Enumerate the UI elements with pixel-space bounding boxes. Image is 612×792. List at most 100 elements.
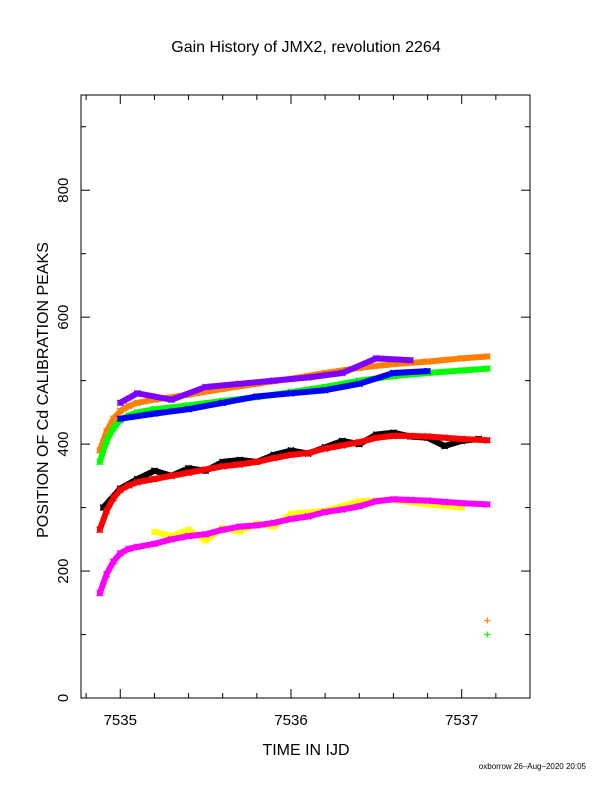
data-point — [185, 469, 193, 477]
data-point — [424, 367, 432, 375]
data-point — [338, 369, 346, 377]
data-point — [304, 373, 312, 381]
data-point — [424, 497, 432, 505]
y-tick-label: 600 — [55, 305, 72, 330]
data-point — [103, 570, 111, 578]
plus-marker — [484, 617, 491, 624]
series-trace — [117, 355, 414, 406]
data-point — [270, 454, 278, 462]
data-point — [483, 500, 491, 508]
data-point — [133, 543, 141, 551]
data-point — [372, 434, 380, 442]
data-point — [219, 462, 227, 470]
data-point — [253, 521, 261, 529]
data-point — [167, 472, 176, 480]
x-tick-label: 7536 — [274, 712, 307, 729]
data-point — [125, 481, 133, 489]
data-point — [116, 486, 124, 494]
data-point — [150, 467, 158, 475]
data-point — [270, 519, 278, 527]
data-point — [202, 537, 210, 545]
data-point — [253, 392, 261, 401]
data-point — [116, 407, 124, 415]
x-axis-label: TIME IN IJD — [262, 742, 349, 759]
series-trace — [96, 496, 491, 597]
data-point — [150, 540, 158, 548]
data-point — [483, 436, 491, 444]
plot-frame — [80, 94, 531, 699]
chart-title: Gain History of JMX2, revolution 2264 — [171, 39, 441, 56]
data-point — [441, 498, 449, 506]
data-point — [304, 512, 312, 520]
series-1 — [116, 354, 415, 407]
data-point — [321, 508, 329, 516]
data-point — [441, 442, 449, 450]
data-point — [103, 437, 111, 445]
x-tick-label: 7537 — [445, 712, 478, 729]
data-point — [441, 434, 449, 442]
data-point — [338, 505, 346, 514]
data-point — [406, 432, 415, 440]
data-point — [236, 523, 244, 531]
data-point — [355, 502, 363, 510]
data-point — [372, 354, 380, 362]
data-point — [109, 415, 117, 423]
data-point — [483, 352, 491, 361]
data-point — [406, 356, 415, 364]
data-point — [116, 549, 124, 557]
data-point — [458, 366, 466, 375]
legend-markers — [484, 617, 491, 638]
data-point — [355, 380, 363, 388]
data-point — [304, 449, 312, 457]
data-point — [287, 451, 295, 459]
data-point — [133, 478, 141, 486]
data-point — [458, 435, 466, 443]
data-point — [236, 460, 244, 468]
data-point — [125, 545, 133, 553]
plus-marker — [484, 631, 491, 638]
data-point — [103, 507, 111, 515]
data-point — [236, 380, 244, 388]
series-5 — [96, 432, 491, 534]
data-point — [116, 399, 124, 407]
data-point — [287, 515, 295, 523]
data-point — [424, 432, 432, 441]
x-axis-ticks: 7535 7536 7537 — [85, 95, 497, 729]
data-point — [372, 497, 380, 505]
data-point — [253, 458, 261, 466]
data-point — [202, 383, 210, 391]
series-trace — [100, 429, 482, 511]
data-point — [202, 530, 210, 538]
y-axis-ticks: 0 200 400 600 800 — [55, 126, 530, 702]
data-point — [219, 399, 227, 407]
data-point — [458, 354, 466, 362]
data-point — [109, 494, 117, 502]
y-tick-label: 0 — [55, 694, 72, 702]
data-point — [338, 441, 346, 449]
series-3 — [116, 367, 432, 423]
series-layer — [96, 352, 491, 597]
data-point — [167, 535, 176, 543]
x-tick-label: 7535 — [104, 712, 137, 729]
data-point — [321, 386, 329, 394]
data-point — [219, 526, 227, 534]
data-point — [133, 389, 141, 397]
data-point — [109, 558, 117, 566]
data-point — [424, 358, 432, 366]
data-point — [116, 415, 124, 423]
data-point — [389, 432, 397, 440]
footer-credit: oxborrow 26–Aug–2020 20:05 — [479, 762, 587, 771]
data-point — [185, 405, 193, 413]
data-point — [270, 377, 278, 385]
data-point — [389, 369, 397, 377]
data-point — [202, 465, 210, 474]
data-point — [150, 475, 158, 483]
data-point — [96, 458, 104, 466]
data-point — [458, 499, 466, 507]
data-point — [150, 528, 158, 536]
data-point — [355, 438, 363, 446]
data-point — [406, 496, 415, 504]
y-tick-label: 400 — [55, 432, 72, 457]
data-point — [185, 526, 193, 534]
